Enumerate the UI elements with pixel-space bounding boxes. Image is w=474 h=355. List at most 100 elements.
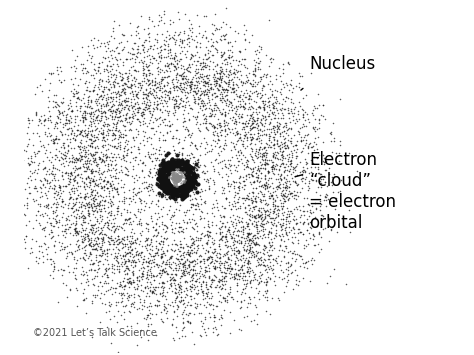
Point xyxy=(188,164,195,169)
Point xyxy=(174,175,182,180)
Point xyxy=(21,212,28,217)
Point xyxy=(105,154,113,160)
Point xyxy=(285,168,292,174)
Point xyxy=(178,145,185,151)
Point xyxy=(160,268,168,274)
Point xyxy=(278,141,286,147)
Point xyxy=(249,239,256,245)
Point xyxy=(167,253,174,258)
Point xyxy=(228,49,236,55)
Point xyxy=(211,129,219,134)
Point xyxy=(133,286,141,291)
Point xyxy=(82,149,90,154)
Point xyxy=(85,210,92,215)
Point xyxy=(253,235,260,240)
Point xyxy=(140,179,148,184)
Point xyxy=(137,188,145,194)
Point xyxy=(237,206,244,211)
Point xyxy=(86,113,93,119)
Point xyxy=(108,143,116,148)
Point xyxy=(199,279,207,284)
Point xyxy=(296,219,304,225)
Point xyxy=(237,237,245,243)
Point xyxy=(259,193,267,198)
Point xyxy=(266,215,274,220)
Point xyxy=(131,112,139,118)
Point xyxy=(186,184,194,190)
Point xyxy=(237,137,245,143)
Point xyxy=(191,195,199,201)
Point xyxy=(277,262,284,268)
Point xyxy=(142,259,150,265)
Point xyxy=(110,151,118,157)
Point xyxy=(261,213,269,219)
Point xyxy=(171,96,179,102)
Point xyxy=(160,42,168,47)
Point xyxy=(160,177,167,183)
Point xyxy=(69,90,76,96)
Point xyxy=(73,265,80,271)
Point xyxy=(216,95,224,101)
Point xyxy=(102,193,109,198)
Point xyxy=(140,198,148,203)
Point xyxy=(146,300,154,306)
Point xyxy=(196,206,203,212)
Point xyxy=(237,156,245,162)
Point xyxy=(207,253,214,259)
Point xyxy=(173,294,181,300)
Point xyxy=(257,76,264,82)
Point xyxy=(159,177,167,182)
Point xyxy=(193,200,201,206)
Point xyxy=(192,44,200,49)
Point xyxy=(337,178,344,183)
Point xyxy=(95,86,102,92)
Point xyxy=(94,169,102,175)
Point xyxy=(140,115,148,121)
Point xyxy=(88,205,96,211)
Point xyxy=(173,174,181,180)
Point xyxy=(204,228,211,234)
Point xyxy=(191,202,199,208)
Point xyxy=(218,323,225,328)
Point xyxy=(226,291,233,297)
Point xyxy=(308,178,316,183)
Point xyxy=(110,82,118,88)
Point xyxy=(279,160,286,165)
Point xyxy=(182,266,189,272)
Point xyxy=(144,290,151,296)
Point xyxy=(308,257,315,263)
Point xyxy=(108,263,115,269)
Point xyxy=(173,174,181,180)
Point xyxy=(91,222,98,228)
Point xyxy=(104,69,112,75)
Point xyxy=(196,40,204,46)
Point xyxy=(170,309,178,315)
Point xyxy=(227,167,234,173)
Point xyxy=(102,114,110,120)
Point xyxy=(162,304,169,310)
Point xyxy=(205,223,212,228)
Point xyxy=(144,312,151,317)
Point xyxy=(282,145,289,151)
Point xyxy=(258,221,266,227)
Point xyxy=(160,84,168,89)
Point xyxy=(262,308,269,313)
Point xyxy=(246,278,254,284)
Point xyxy=(117,118,125,123)
Point xyxy=(70,255,78,260)
Point xyxy=(133,116,141,121)
Point xyxy=(140,186,147,191)
Point xyxy=(171,101,178,106)
Point xyxy=(285,137,292,142)
Point xyxy=(118,245,126,251)
Point xyxy=(310,154,318,160)
Point xyxy=(168,192,175,198)
Point xyxy=(167,284,175,289)
Point xyxy=(309,125,317,131)
Point xyxy=(259,151,266,156)
Point xyxy=(94,67,101,72)
Point xyxy=(248,252,255,258)
Point xyxy=(90,241,97,246)
Point xyxy=(229,203,237,209)
Point xyxy=(180,196,187,201)
